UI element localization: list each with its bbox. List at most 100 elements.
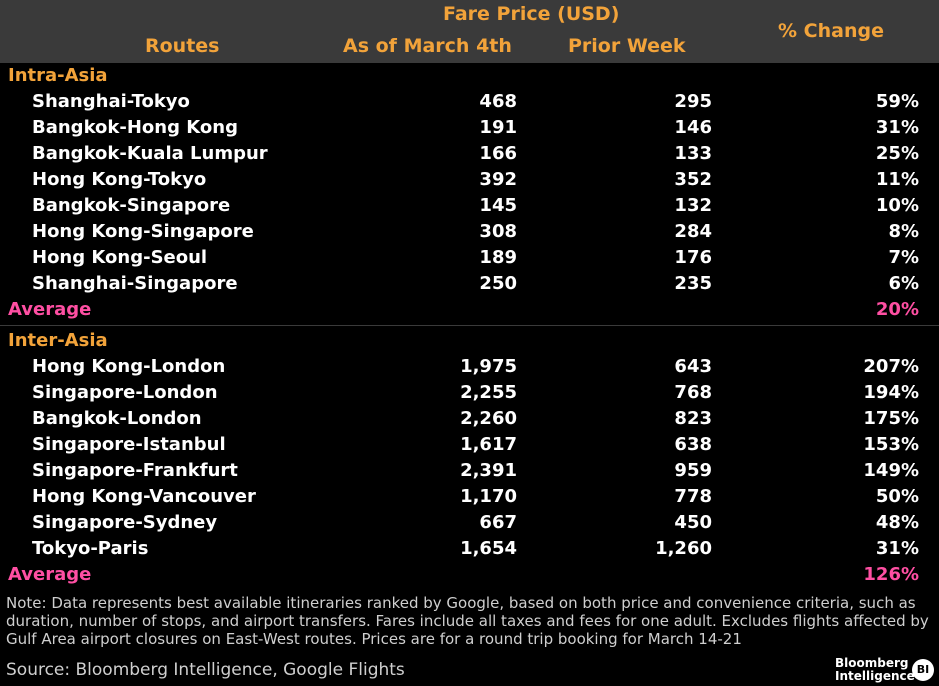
logo-line-1: Bloomberg: [835, 656, 909, 670]
percent-change-value: 6%: [888, 273, 919, 294]
prior-week-fare-value: 132: [674, 195, 712, 216]
percent-change-value: 31%: [875, 538, 919, 559]
section-title: Intra-Asia: [8, 65, 108, 86]
current-fare-value: 189: [479, 247, 517, 268]
current-fare-value: 2,255: [460, 382, 517, 403]
routes-column-header: Routes: [145, 35, 220, 57]
percent-change-value: 7%: [888, 247, 919, 268]
percent-change-value: 31%: [875, 117, 919, 138]
average-change-value: 20%: [875, 299, 919, 320]
table-row: Bangkok-Singapore 145 132 10%: [0, 193, 939, 219]
table-row: Bangkok-Kuala Lumpur 166 133 25%: [0, 141, 939, 167]
route-name: Singapore-Sydney: [32, 512, 218, 533]
table-row: Singapore-Frankfurt 2,391 959 149%: [0, 458, 939, 484]
average-row: Average 20%: [0, 297, 939, 323]
prior-week-fare-value: 643: [674, 356, 712, 377]
percent-change-column-header: % Change: [778, 20, 884, 42]
table-row: Singapore-Sydney 667 450 48%: [0, 510, 939, 536]
current-fare-column-header: As of March 4th: [343, 35, 512, 57]
current-fare-value: 1,654: [460, 538, 517, 559]
prior-week-fare-value: 295: [674, 91, 712, 112]
route-name: Singapore-Istanbul: [32, 434, 226, 455]
table-row: Bangkok-London 2,260 823 175%: [0, 406, 939, 432]
route-name: Shanghai-Singapore: [32, 273, 238, 294]
bloomberg-intelligence-logo: Bloomberg Intelligence: [835, 657, 915, 683]
prior-week-fare-value: 235: [674, 273, 712, 294]
average-label: Average: [8, 299, 92, 320]
table-row: Bangkok-Hong Kong 191 146 31%: [0, 115, 939, 141]
section-separator: [0, 325, 939, 326]
percent-change-value: 175%: [863, 408, 919, 429]
source-line: Source: Bloomberg Intelligence, Google F…: [6, 660, 405, 680]
current-fare-value: 667: [479, 512, 517, 533]
prior-week-column-header: Prior Week: [568, 35, 686, 57]
table-row: Shanghai-Singapore 250 235 6%: [0, 271, 939, 297]
current-fare-value: 468: [479, 91, 517, 112]
route-name: Hong Kong-Tokyo: [32, 169, 207, 190]
current-fare-value: 1,975: [460, 356, 517, 377]
table-row: Singapore-Istanbul 1,617 638 153%: [0, 432, 939, 458]
section-title: Inter-Asia: [8, 330, 108, 351]
current-fare-value: 2,391: [460, 460, 517, 481]
average-change-value: 126%: [863, 564, 919, 585]
percent-change-value: 149%: [863, 460, 919, 481]
route-name: Singapore-Frankfurt: [32, 460, 238, 481]
prior-week-fare-value: 823: [674, 408, 712, 429]
current-fare-value: 392: [479, 169, 517, 190]
route-name: Bangkok-Kuala Lumpur: [32, 143, 268, 164]
section-header-row: Intra-Asia: [0, 63, 939, 89]
prior-week-fare-value: 638: [674, 434, 712, 455]
route-name: Tokyo-Paris: [32, 538, 149, 559]
route-name: Bangkok-London: [32, 408, 202, 429]
prior-week-fare-value: 768: [674, 382, 712, 403]
footnote: Note: Data represents best available iti…: [6, 594, 929, 648]
route-name: Hong Kong-London: [32, 356, 226, 377]
prior-week-fare-value: 778: [674, 486, 712, 507]
percent-change-value: 48%: [875, 512, 919, 533]
table-header-band: [0, 0, 939, 63]
prior-week-fare-value: 133: [674, 143, 712, 164]
bi-badge-icon: BI: [912, 659, 934, 681]
current-fare-value: 166: [479, 143, 517, 164]
route-name: Hong Kong-Seoul: [32, 247, 208, 268]
route-name: Singapore-London: [32, 382, 218, 403]
percent-change-value: 207%: [863, 356, 919, 377]
route-name: Bangkok-Hong Kong: [32, 117, 238, 138]
logo-line-2: Intelligence: [835, 669, 915, 683]
table-row: Singapore-London 2,255 768 194%: [0, 380, 939, 406]
current-fare-value: 145: [479, 195, 517, 216]
route-name: Hong Kong-Singapore: [32, 221, 254, 242]
table-row: Hong Kong-Tokyo 392 352 11%: [0, 167, 939, 193]
prior-week-fare-value: 176: [674, 247, 712, 268]
table-row: Hong Kong-Vancouver 1,170 778 50%: [0, 484, 939, 510]
percent-change-value: 8%: [888, 221, 919, 242]
prior-week-fare-value: 959: [674, 460, 712, 481]
prior-week-fare-value: 352: [674, 169, 712, 190]
fare-price-group-header: Fare Price (USD): [443, 3, 620, 25]
table-row: Shanghai-Tokyo 468 295 59%: [0, 89, 939, 115]
current-fare-value: 308: [479, 221, 517, 242]
current-fare-value: 1,617: [460, 434, 517, 455]
table-row: Tokyo-Paris 1,654 1,260 31%: [0, 536, 939, 562]
average-row: Average 126%: [0, 562, 939, 588]
table-row: Hong Kong-Singapore 308 284 8%: [0, 219, 939, 245]
prior-week-fare-value: 1,260: [655, 538, 712, 559]
percent-change-value: 50%: [875, 486, 919, 507]
percent-change-value: 59%: [875, 91, 919, 112]
current-fare-value: 250: [479, 273, 517, 294]
percent-change-value: 25%: [875, 143, 919, 164]
route-name: Hong Kong-Vancouver: [32, 486, 256, 507]
percent-change-value: 10%: [875, 195, 919, 216]
route-name: Shanghai-Tokyo: [32, 91, 190, 112]
percent-change-value: 11%: [875, 169, 919, 190]
average-label: Average: [8, 564, 92, 585]
table-row: Hong Kong-Seoul 189 176 7%: [0, 245, 939, 271]
percent-change-value: 194%: [863, 382, 919, 403]
prior-week-fare-value: 284: [674, 221, 712, 242]
prior-week-fare-value: 146: [674, 117, 712, 138]
current-fare-value: 1,170: [460, 486, 517, 507]
section-header-row: Inter-Asia: [0, 328, 939, 354]
current-fare-value: 2,260: [460, 408, 517, 429]
current-fare-value: 191: [479, 117, 517, 138]
route-name: Bangkok-Singapore: [32, 195, 231, 216]
